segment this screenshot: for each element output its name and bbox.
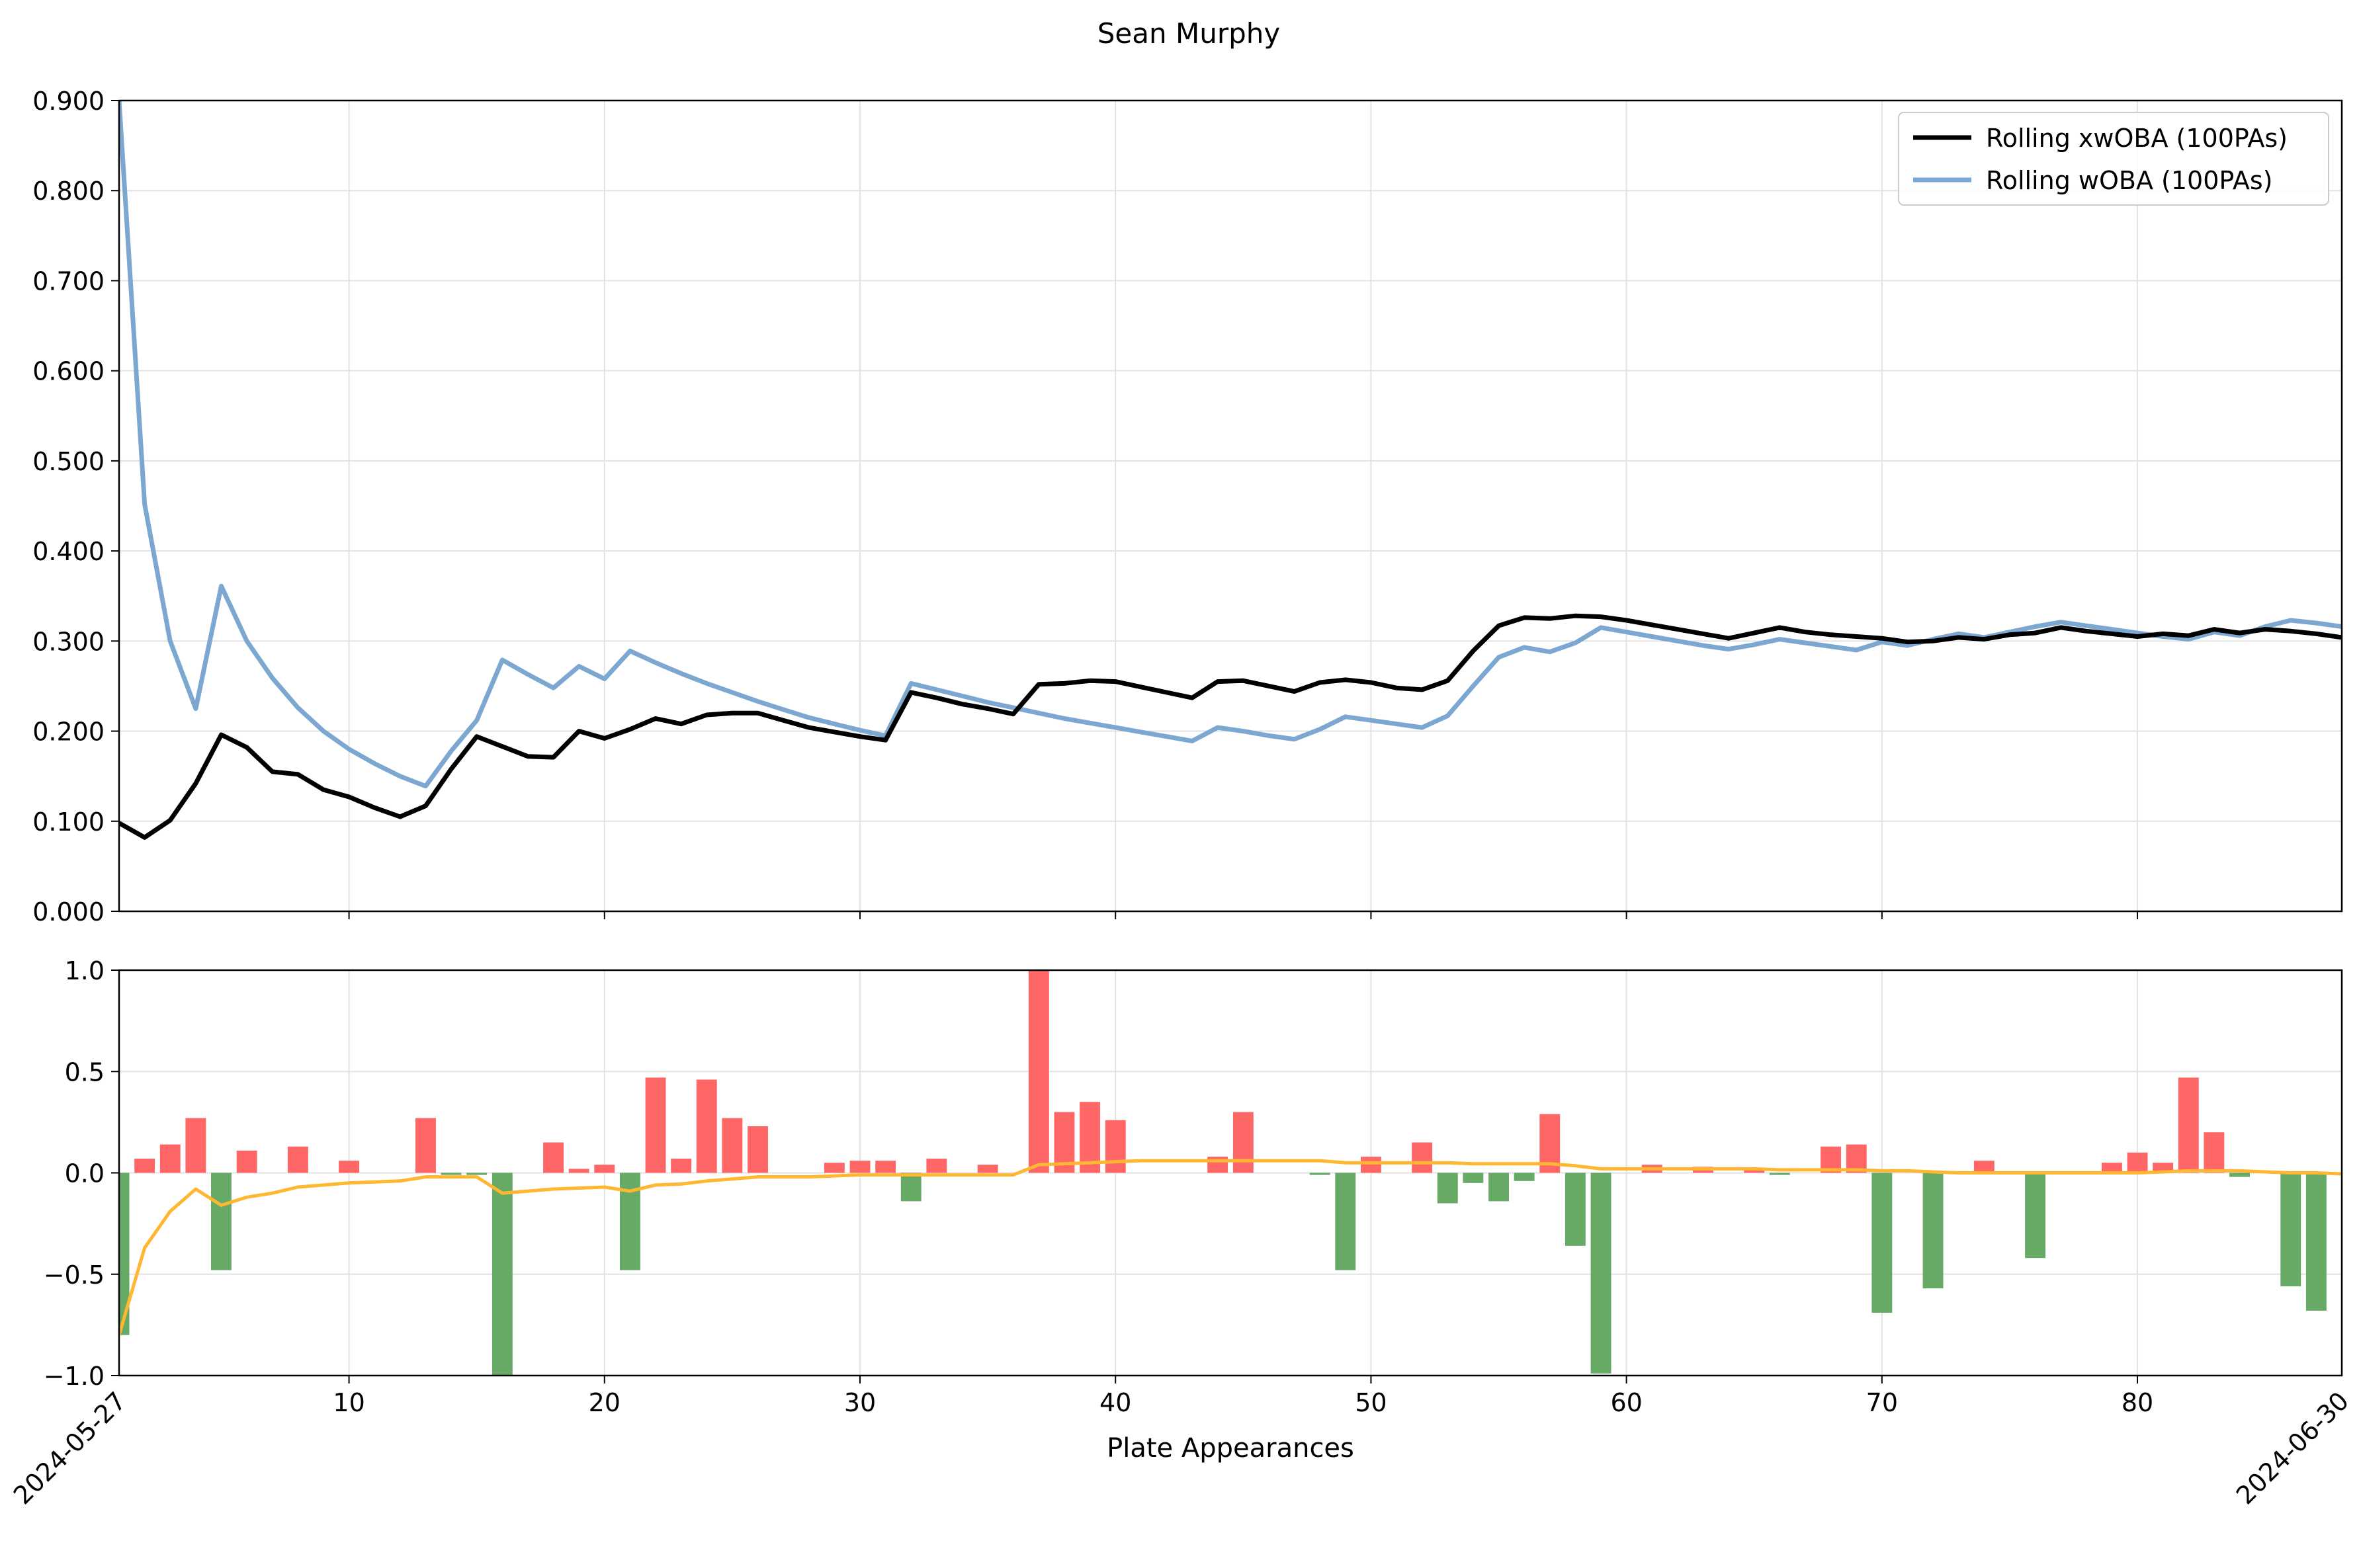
positive-bar bbox=[2102, 1163, 2122, 1173]
positive-bar bbox=[645, 1077, 666, 1173]
positive-bar bbox=[1105, 1120, 1126, 1173]
legend-box bbox=[1898, 112, 2329, 206]
positive-bar bbox=[159, 1144, 181, 1173]
positive-bar bbox=[1232, 1112, 1254, 1173]
negative-bar bbox=[620, 1173, 640, 1270]
positive-bar bbox=[236, 1150, 257, 1173]
top-y-tick-label: 0.300 bbox=[32, 627, 105, 656]
bottom-x-tick-label: 60 bbox=[1610, 1388, 1642, 1417]
bottom-y-tick-label: 1.0 bbox=[65, 956, 105, 985]
top-x-ticks bbox=[348, 911, 2139, 919]
positive-bar bbox=[543, 1142, 564, 1173]
bottom-x-tick-label: 70 bbox=[1866, 1388, 1898, 1417]
top-panel: 0.000 0.100 0.200 0.300 0.400 0.500 0.600 0.700… bbox=[32, 87, 2343, 927]
top-frame bbox=[118, 99, 2343, 913]
negative-bar bbox=[1335, 1173, 1356, 1270]
bottom-x-tick-label: 20 bbox=[589, 1388, 621, 1417]
bottom-y-ticks: −1.0 −0.5 0.0 0.5 1.0 bbox=[44, 956, 119, 1391]
bottom-x-ticks: 10 20 30 40 50 60 70 80 bbox=[333, 1376, 2153, 1417]
bottom-x-tick-label: 30 bbox=[844, 1388, 876, 1417]
top-lines bbox=[119, 101, 2342, 840]
positive-bar bbox=[594, 1165, 615, 1173]
top-y-tick-label: 0.800 bbox=[32, 177, 105, 206]
positive-bar bbox=[1028, 970, 1049, 1173]
top-y-ticks: 0.000 0.100 0.200 0.300 0.400 0.500 0.600 0.700… bbox=[32, 87, 119, 927]
top-y-tick-label: 0.900 bbox=[32, 87, 105, 116]
positive-bar bbox=[748, 1126, 768, 1173]
legend-entry-label: Rolling xwOBA (100PAs) bbox=[1986, 124, 2288, 153]
bottom-x-tick-label: 40 bbox=[1099, 1388, 1131, 1417]
positive-bar bbox=[875, 1161, 896, 1173]
positive-bar bbox=[722, 1118, 743, 1173]
legend: Rolling xwOBA (100PAs) Rolling wOBA (100P… bbox=[1898, 112, 2329, 206]
top-grid bbox=[119, 100, 2342, 912]
positive-bar bbox=[1846, 1144, 1867, 1173]
positive-bar bbox=[134, 1159, 155, 1173]
negative-bar bbox=[2025, 1173, 2045, 1259]
negative-bar bbox=[1463, 1173, 1484, 1183]
bottom-bars bbox=[119, 970, 2327, 1376]
positive-bar bbox=[824, 1163, 845, 1173]
negative-bar bbox=[1590, 1173, 1611, 1374]
top-y-tick-label: 0.400 bbox=[32, 537, 105, 566]
top-y-tick-label: 0.600 bbox=[32, 357, 105, 386]
negative-bar bbox=[119, 1173, 130, 1335]
positive-bar bbox=[1412, 1142, 1433, 1173]
figure-title: Sean Murphy bbox=[1097, 17, 1280, 50]
positive-bar bbox=[2204, 1132, 2225, 1173]
positive-bar bbox=[696, 1079, 717, 1173]
negative-bar bbox=[492, 1173, 513, 1376]
xwoba-series-line bbox=[119, 613, 2342, 840]
negative-bar bbox=[1922, 1173, 1944, 1289]
negative-bar bbox=[466, 1173, 488, 1175]
positive-bar bbox=[849, 1161, 871, 1173]
bottom-panel: −1.0−0.50.00.51.0 10 20 30 40 50 60 70 80 2024-… bbox=[8, 956, 2354, 1510]
positive-bar bbox=[926, 1159, 947, 1173]
negative-bar bbox=[1309, 1173, 1330, 1175]
negative-bar bbox=[2229, 1173, 2250, 1177]
positive-bar bbox=[415, 1118, 436, 1173]
negative-bar bbox=[1871, 1173, 1893, 1313]
negative-bar bbox=[900, 1173, 922, 1202]
x-axis-label: Plate Appearances bbox=[1107, 1433, 1354, 1464]
trend-line bbox=[119, 1159, 2342, 1336]
negative-bar bbox=[1488, 1173, 1509, 1202]
positive-bar bbox=[185, 1118, 206, 1173]
negative-bar bbox=[441, 1173, 462, 1175]
negative-bar bbox=[2305, 1173, 2327, 1311]
legend-entry-label: Rolling wOBA (100PAs) bbox=[1986, 166, 2273, 195]
negative-bar bbox=[1437, 1173, 1458, 1204]
negative-bar bbox=[1514, 1173, 1535, 1181]
negative-bar bbox=[211, 1173, 232, 1270]
bottom-trend bbox=[119, 1159, 2342, 1336]
bottom-y-tick-label: −1.0 bbox=[44, 1362, 105, 1391]
top-y-tick-label: 0.500 bbox=[32, 447, 105, 476]
positive-bar bbox=[2127, 1152, 2148, 1173]
positive-bar bbox=[2178, 1077, 2199, 1173]
positive-bar bbox=[1744, 1169, 1765, 1173]
positive-bar bbox=[287, 1146, 308, 1173]
bottom-y-tick-label: 0.0 bbox=[65, 1159, 105, 1188]
positive-bar bbox=[977, 1165, 998, 1173]
negative-bar bbox=[1769, 1173, 1790, 1175]
positive-bar bbox=[339, 1161, 359, 1173]
positive-bar bbox=[1973, 1161, 1995, 1173]
top-y-tick-label: 0.700 bbox=[32, 267, 105, 296]
bottom-y-tick-label: 0.5 bbox=[65, 1057, 105, 1087]
bottom-x-tick-label: 50 bbox=[1355, 1388, 1387, 1417]
top-y-tick-label: 0.000 bbox=[32, 897, 105, 927]
positive-bar bbox=[671, 1159, 692, 1173]
negative-bar bbox=[2280, 1173, 2301, 1287]
positive-bar bbox=[568, 1169, 589, 1173]
woba-series-line bbox=[119, 101, 2342, 789]
positive-bar bbox=[1361, 1157, 1381, 1173]
negative-bar bbox=[1565, 1173, 1586, 1246]
top-y-tick-label: 0.200 bbox=[32, 718, 105, 747]
bottom-x-tick-label: 80 bbox=[2122, 1388, 2153, 1417]
bottom-y-tick-label: −0.5 bbox=[44, 1260, 105, 1290]
bottom-x-tick-label: 10 bbox=[333, 1388, 365, 1417]
top-y-tick-label: 0.100 bbox=[32, 807, 105, 837]
